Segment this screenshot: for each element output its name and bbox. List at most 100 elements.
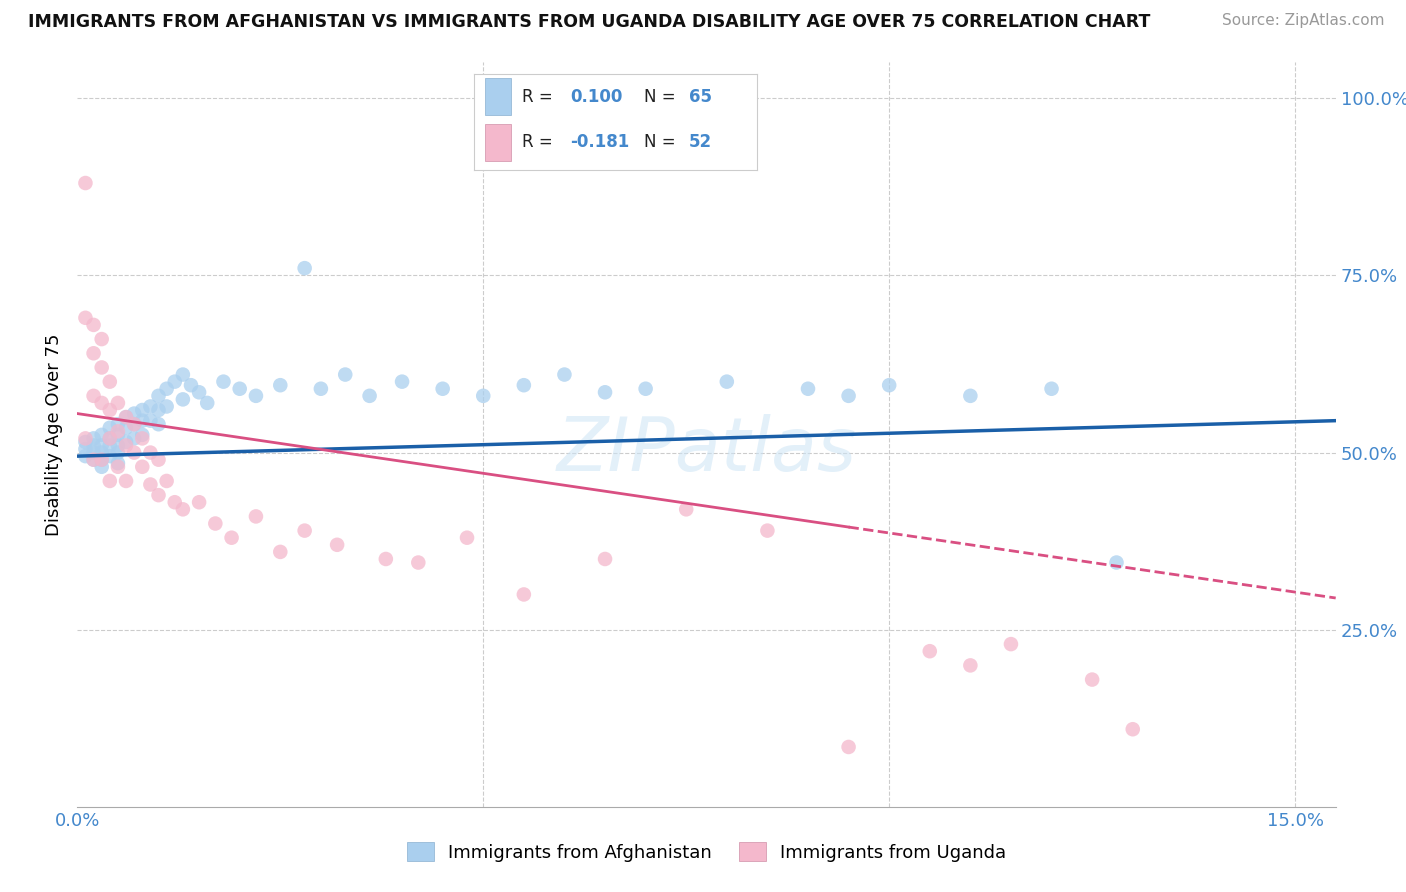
Point [163,495,186,509]
Point [513,378,536,392]
Point [204,516,226,531]
Point [131,459,153,474]
Point [75,310,97,325]
Point [593,552,616,566]
Point [593,385,616,400]
Point [269,378,291,392]
Point [98,474,121,488]
Point [188,385,211,400]
Point [148,452,170,467]
Point [156,382,179,396]
Point [456,531,478,545]
Point [131,428,153,442]
Point [107,456,129,470]
Point [148,403,170,417]
Point [75,442,97,456]
Point [107,425,129,439]
Point [90,445,112,459]
Point [107,417,129,432]
Point [107,445,129,459]
Point [756,524,779,538]
Point [513,587,536,601]
Point [245,509,267,524]
Point [294,261,316,276]
Point [107,428,129,442]
Y-axis label: Disability Age Over 75: Disability Age Over 75 [45,334,63,536]
Point [172,392,194,407]
Point [115,434,138,449]
Point [675,502,697,516]
Point [959,389,981,403]
Point [148,417,170,432]
Point [408,556,430,570]
Point [90,428,112,442]
Point [359,389,381,403]
Point [115,410,138,425]
Point [131,403,153,417]
Point [98,403,121,417]
Point [391,375,413,389]
Point [959,658,981,673]
Point [139,445,162,459]
Point [838,389,860,403]
Point [90,438,112,452]
Point [83,445,105,459]
Point [838,739,860,754]
Point [83,431,105,445]
Point [156,400,179,414]
Point [156,474,179,488]
Point [90,360,112,375]
Point [107,396,129,410]
Point [122,407,145,421]
Point [139,477,162,491]
Point [139,400,162,414]
Point [148,488,170,502]
Point [269,545,291,559]
Point [797,382,820,396]
Legend: Immigrants from Afghanistan, Immigrants from Uganda: Immigrants from Afghanistan, Immigrants … [399,835,1014,869]
Point [309,382,332,396]
Point [634,382,657,396]
Point [432,382,454,396]
Point [131,431,153,445]
Point [877,378,900,392]
Point [1000,637,1022,651]
Point [335,368,357,382]
Point [90,332,112,346]
Point [374,552,396,566]
Point [294,524,316,538]
Point [115,438,138,452]
Point [98,438,121,452]
Point [472,389,495,403]
Point [75,449,97,463]
Point [180,378,202,392]
Point [716,375,738,389]
Point [1081,673,1104,687]
Point [326,538,349,552]
Text: IMMIGRANTS FROM AFGHANISTAN VS IMMIGRANTS FROM UGANDA DISABILITY AGE OVER 75 COR: IMMIGRANTS FROM AFGHANISTAN VS IMMIGRANT… [28,13,1150,31]
Point [83,438,105,452]
Point [163,375,186,389]
Point [918,644,941,658]
Text: Source: ZipAtlas.com: Source: ZipAtlas.com [1222,13,1385,29]
Point [172,502,194,516]
Point [553,368,575,382]
Point [75,434,97,449]
Point [122,445,145,459]
Point [221,531,243,545]
Point [83,452,105,467]
Point [131,414,153,428]
Point [1040,382,1063,396]
Point [83,346,105,360]
Point [83,318,105,332]
Point [122,417,145,432]
Point [122,417,145,432]
Point [115,421,138,435]
Point [212,375,235,389]
Point [75,176,97,190]
Point [1122,723,1144,737]
Text: ZIPatlas: ZIPatlas [557,414,856,486]
Point [107,438,129,452]
Point [195,396,218,410]
Point [90,452,112,467]
